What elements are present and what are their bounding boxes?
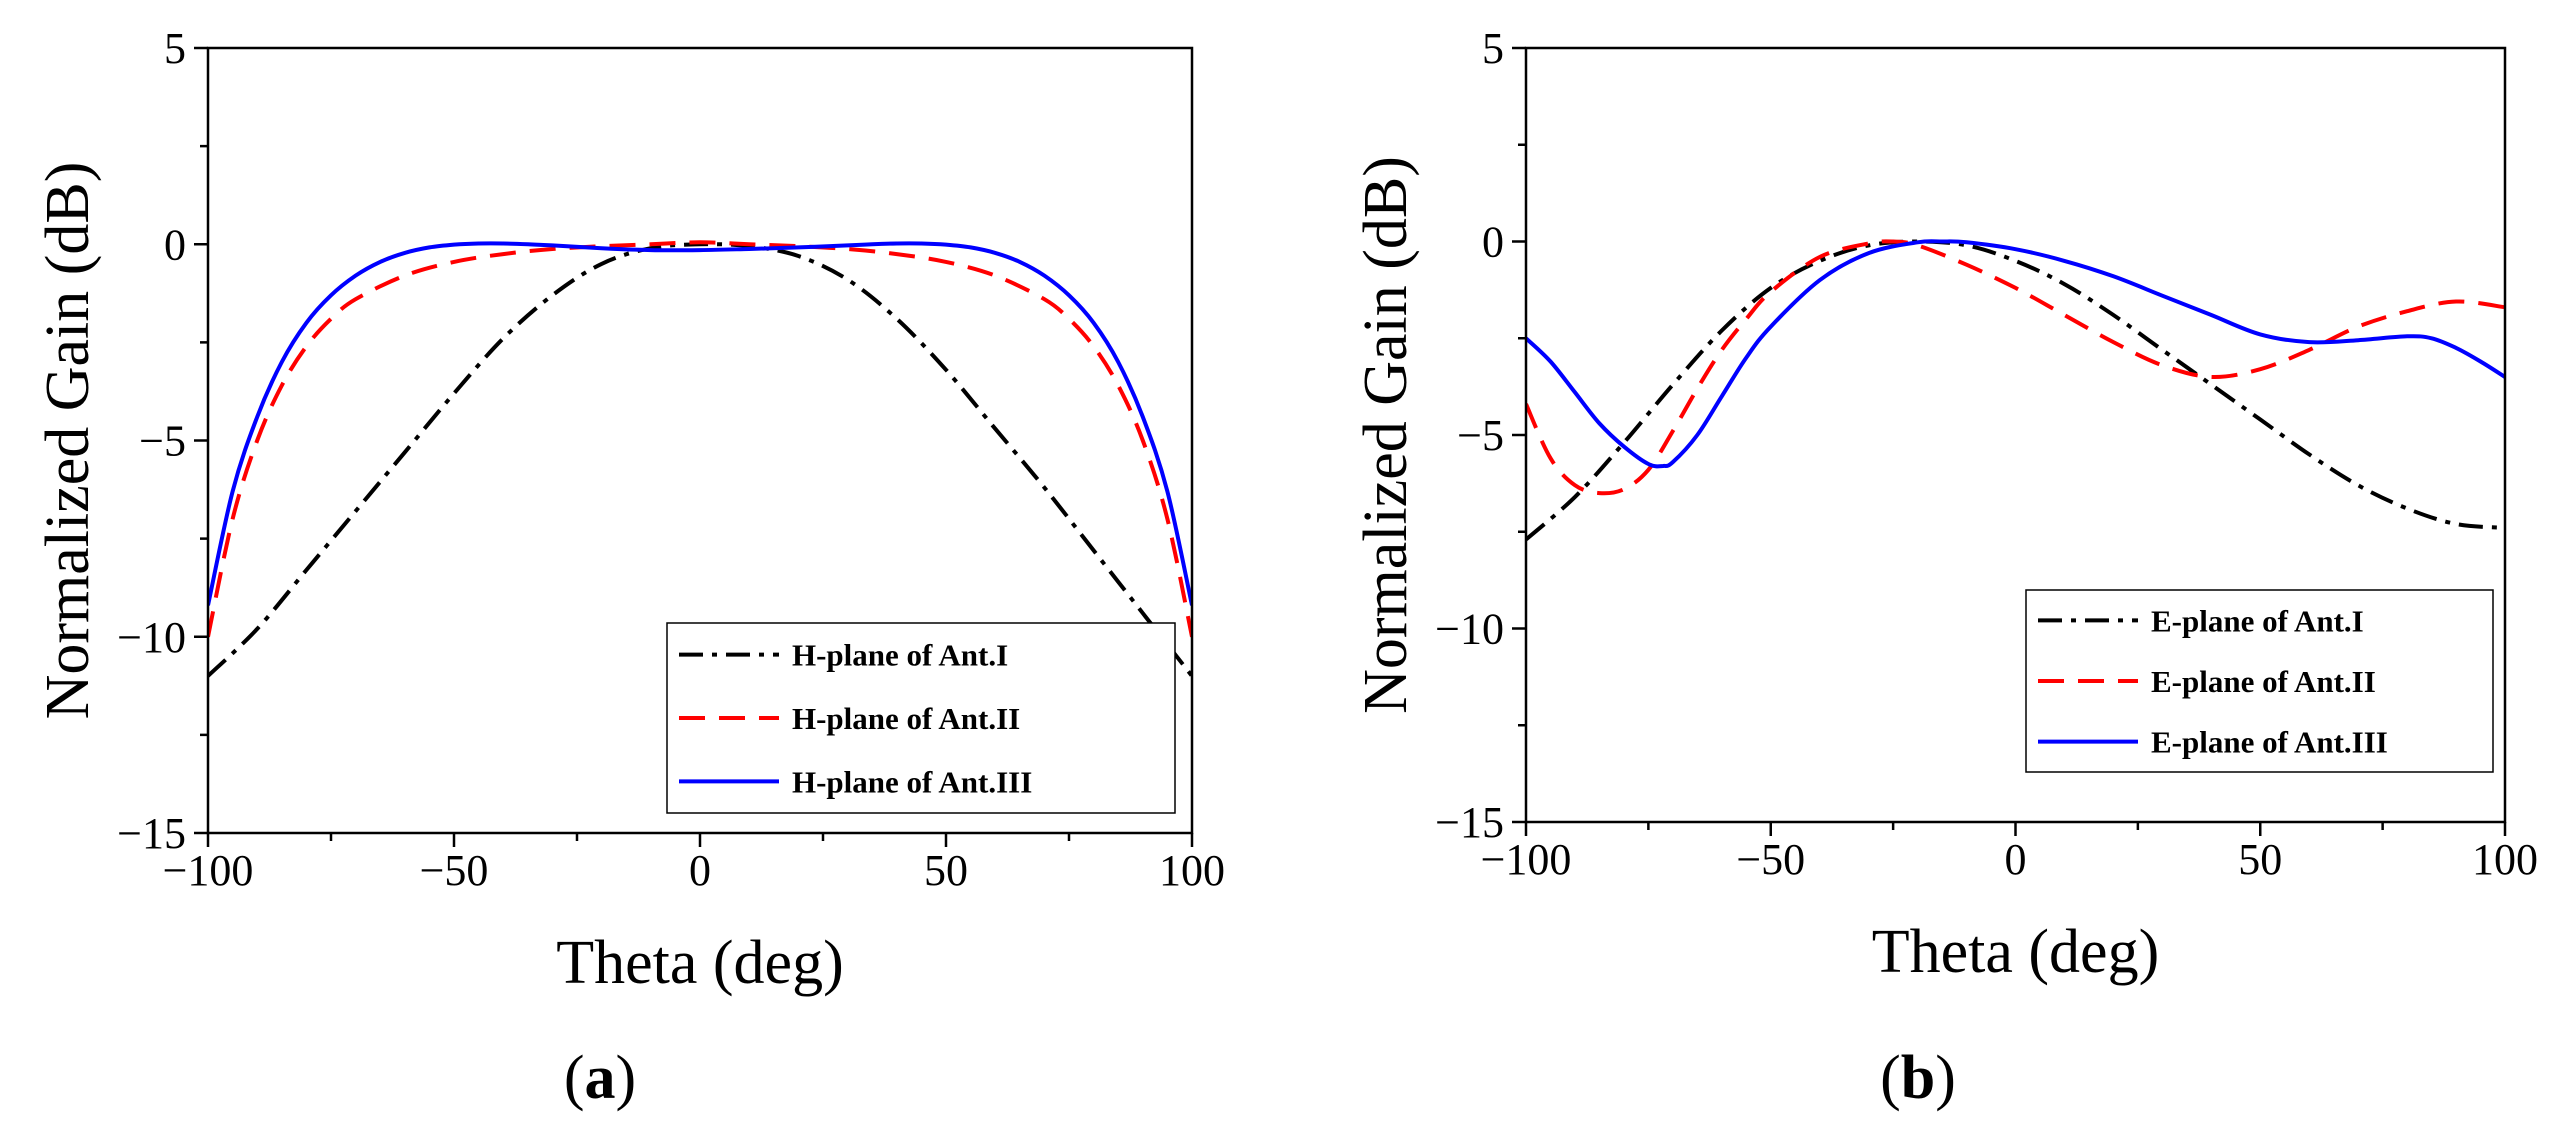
x-axis-label: Theta (deg)	[1872, 918, 2159, 986]
legend: H-plane of Ant.I H-plane of Ant.II H-plane…	[666, 622, 1176, 814]
panel-label: (b)	[1880, 1044, 1956, 1112]
x-tick-label: 50	[2238, 835, 2282, 884]
y-tick-label: −15	[1435, 798, 1504, 847]
series-line-2	[1526, 239, 2505, 496]
legend-label-1: E-plane of Ant.I	[2151, 603, 2364, 638]
legend: E-plane of Ant.I E-plane of Ant.II E-plane…	[2025, 589, 2494, 773]
x-tick-label: −50	[1736, 835, 1805, 884]
x-tick-label: 0	[689, 846, 711, 895]
x-tick-label: 0	[2005, 835, 2027, 884]
y-tick-label: −10	[117, 613, 186, 662]
legend-label-3: H-plane of Ant.III	[792, 764, 1032, 799]
y-tick-label: 0	[1482, 218, 1504, 267]
series-line-1	[1526, 239, 2505, 542]
y-tick-label: 5	[1482, 24, 1504, 73]
x-tick-label: −100	[1481, 835, 1572, 884]
y-tick-label: −10	[1435, 605, 1504, 654]
y-tick-label: −5	[139, 417, 186, 466]
series-line-1	[208, 242, 1192, 678]
x-tick-label: 100	[1159, 846, 1225, 895]
x-tick-label: 100	[2472, 835, 2538, 884]
x-axis-label: Theta (deg)	[556, 929, 843, 997]
x-tick-label: 50	[924, 846, 968, 895]
series-line-2	[208, 240, 1192, 638]
y-tick-label: −5	[1457, 411, 1504, 460]
y-axis-label: Normalized Gain (dB)	[1352, 156, 1420, 714]
series-line-3	[1526, 239, 2505, 469]
legend-label-2: E-plane of Ant.II	[2151, 664, 2376, 699]
y-tick-label: 5	[164, 24, 186, 73]
x-tick-label: −100	[163, 846, 254, 895]
y-tick-label: 0	[164, 220, 186, 269]
legend-label-3: E-plane of Ant.III	[2151, 725, 2388, 760]
legend-label-1: H-plane of Ant.I	[792, 638, 1008, 673]
x-tick-label: −50	[420, 846, 489, 895]
y-tick-label: −15	[117, 809, 186, 858]
series-line-3	[208, 241, 1192, 606]
legend-label-2: H-plane of Ant.II	[792, 701, 1020, 736]
y-axis-label: Normalized Gain (dB)	[34, 162, 102, 720]
panel-label: (a)	[564, 1044, 636, 1112]
